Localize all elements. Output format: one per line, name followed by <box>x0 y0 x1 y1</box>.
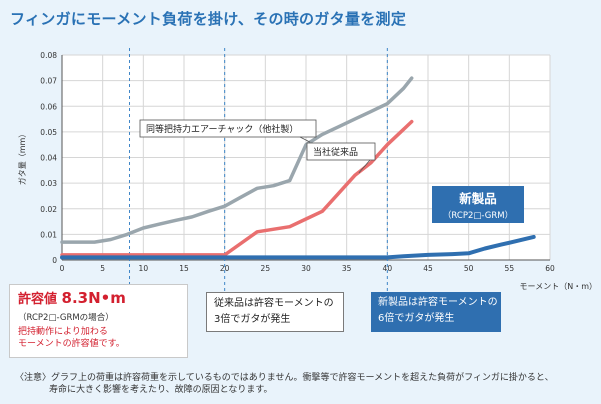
y-tick-label: 0.01 <box>40 230 57 239</box>
allowable-callout: 許容値 8.3N•m （RCP2□-GRMの場合） 把持動作により加わる モーメ… <box>9 284 188 358</box>
competitor-label: 同等把持力エアーチャック（他社製） <box>146 123 298 135</box>
footnote-line1: 〈注意〉グラフ上の荷重は許容荷重を示しているものではありません。衝撃等で許容モー… <box>15 373 554 383</box>
x-tick-label: 5 <box>100 264 105 273</box>
allowable-title-label: 許容値 <box>18 292 58 307</box>
y-tick-label: 0 <box>52 256 57 265</box>
competitor-leader-line <box>299 136 311 143</box>
x-tick-label: 25 <box>261 264 271 273</box>
axis-ticks: 0 0.01 0.02 0.03 0.04 0.05 0.06 0.07 0.08 0 5 10 15 2… <box>17 51 597 291</box>
x-tick-label: 0 <box>60 264 65 273</box>
x-tick-label: 40 <box>383 264 393 273</box>
y-tick-label: 0.03 <box>40 179 57 188</box>
grid-lines <box>61 54 551 261</box>
x-tick-label: 15 <box>179 264 189 273</box>
conventional-label-box <box>306 142 376 161</box>
y-tick-label: 0.04 <box>40 154 57 163</box>
y-tick-label: 0.06 <box>40 102 57 111</box>
y-axis-label: ガタ量（mm） <box>17 130 27 186</box>
conventional-leader-line <box>358 159 371 174</box>
x-tick-label: 55 <box>505 264 515 273</box>
new-product-label: 新製品 <box>459 191 497 206</box>
x-tick-label: 35 <box>342 264 352 273</box>
y-tick-label: 0.08 <box>40 51 57 60</box>
allowable-note: 把持動作により加わる モーメントの許容値です。 <box>18 326 125 350</box>
x-tick-label: 30 <box>301 264 311 273</box>
y-tick-label: 0.02 <box>40 205 57 214</box>
x-axis-label: モーメント（N・m） <box>520 282 597 291</box>
series-line <box>60 234 536 260</box>
x-tick-label: 50 <box>464 264 474 273</box>
conventional-callout-line1: 従来品は許容モーメントの <box>214 298 334 309</box>
allowable-value: 8.3N•m <box>61 289 126 307</box>
competitor-label-box <box>139 119 317 138</box>
series-line <box>60 119 414 257</box>
new-product-callout: 新製品は許容モーメントの 6倍でガタが発生 <box>371 292 501 332</box>
allowable-note-line1: 把持動作により加わる <box>18 327 108 337</box>
allowable-model: （RCP2□-GRMの場合） <box>18 313 114 323</box>
x-tick-label: 20 <box>220 264 230 273</box>
chart-title: フィンガにモーメント負荷を掛け、その時のガタ量を測定 <box>10 10 407 28</box>
new-product-callout-line1: 新製品は許容モーメントの <box>378 297 498 308</box>
new-product-label-box <box>432 186 524 223</box>
y-tick-label: 0.07 <box>40 77 57 86</box>
new-product-model: （RCP2□-GRM） <box>443 210 513 221</box>
new-product-callout-line2: 6倍でガタが発生 <box>378 313 455 324</box>
conventional-label: 当社従来品 <box>313 146 358 158</box>
y-tick-label: 0.05 <box>40 128 57 137</box>
reference-lines <box>129 48 388 292</box>
series-lines <box>60 76 536 260</box>
x-tick-label: 60 <box>545 264 555 273</box>
allowable-title: 許容値 8.3N•m <box>18 288 126 307</box>
footnote: 〈注意〉グラフ上の荷重は許容荷重を示しているものではありません。衝撃等で許容モー… <box>15 372 554 396</box>
x-tick-label: 45 <box>423 264 433 273</box>
conventional-callout: 従来品は許容モーメントの 3倍でガタが発生 <box>206 292 344 332</box>
footnote-line2: 寿命に大きく影響を考えたり、故障の原因となります。 <box>49 385 273 395</box>
allowable-note-line2: モーメントの許容値です。 <box>18 339 125 349</box>
x-tick-label: 10 <box>139 264 149 273</box>
series-line <box>60 76 414 244</box>
conventional-callout-line2: 3倍でガタが発生 <box>214 314 291 325</box>
